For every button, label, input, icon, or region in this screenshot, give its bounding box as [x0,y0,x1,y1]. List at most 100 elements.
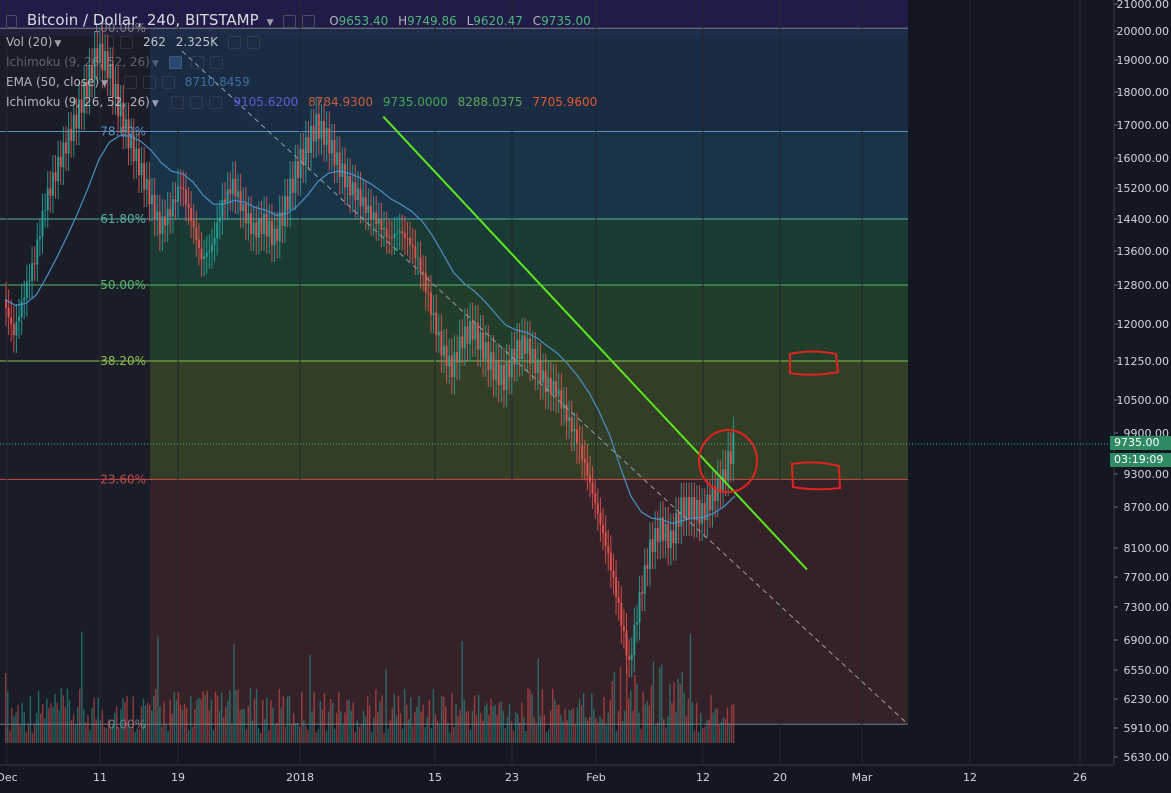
candle-body [297,161,299,179]
candle-body [403,232,406,238]
candle-body [362,196,365,206]
volume-bar [33,724,36,743]
volume-bar [556,705,558,743]
candle-body [67,128,70,154]
x-tick-label: Dec [0,771,18,784]
candle-body [682,497,685,519]
collapse-icon[interactable] [6,15,17,28]
candle-body [523,335,526,354]
volume-bar [27,724,30,743]
close-icon[interactable] [120,36,134,49]
ichimoku-hidden-label[interactable]: Ichimoku (9, 26, 52, 26) [6,55,150,69]
eye-icon[interactable] [168,56,182,69]
close-icon[interactable] [208,96,222,109]
candle-body [385,228,388,238]
volume-bar [327,711,330,743]
volume-bar [537,658,539,743]
annotation-box-upper [789,350,840,376]
close-icon[interactable] [302,15,316,28]
candle-body [685,497,688,519]
volume-bar [465,711,468,743]
fib-diagonal-dashed [181,50,909,725]
chevron-down-icon[interactable]: ▼ [151,59,159,69]
ichimoku-span-b-value: 7705.9600 [532,95,598,109]
chevron-down-icon[interactable]: ▼ [54,39,62,49]
candle-body [85,82,88,97]
settings-icon[interactable] [189,96,203,109]
candle-body [104,51,107,71]
volume-bar [144,705,147,743]
candle-body [338,152,341,177]
volume-bar [181,709,184,743]
indicator-ichimoku-hidden[interactable]: Ichimoku (9, 26, 52, 26) ▼ [6,55,229,69]
close-icon[interactable] [161,76,175,89]
candle-body [424,272,427,293]
volume-bar [599,716,601,743]
fib-level-label: 100.00% [93,21,146,35]
volume-bar [677,678,679,743]
candle-body [656,528,659,542]
chevron-down-icon[interactable]: ▼ [101,79,109,89]
candle-body [349,175,352,196]
chevron-down-icon[interactable]: ▼ [266,18,274,28]
settings-icon[interactable] [142,76,156,89]
candle-body [476,322,479,350]
volume-bar [111,724,114,743]
candle-body [200,248,203,260]
settings-icon[interactable] [191,56,205,69]
symbol-title[interactable]: Bitcoin / Dollar, 240, BITSTAMP [26,11,259,29]
volume-bar [393,694,396,743]
volume-bar [237,689,239,743]
volume-bar [346,700,348,743]
candle-body [398,230,401,233]
ichimoku-conversion-value: 9105.6200 [233,95,299,109]
eye-icon[interactable] [170,96,184,109]
vol-label[interactable]: Vol (20) [6,35,53,49]
candle-body [169,209,172,217]
volume-bar [124,701,126,743]
close-icon[interactable] [210,56,224,69]
indicator-ema[interactable]: EMA (50, close) ▼ 8710.8459 [6,75,256,89]
chevron-down-icon[interactable]: ▼ [151,99,159,109]
candle-body [703,503,706,521]
volume-bar [202,691,204,743]
eye-icon[interactable] [123,76,137,89]
candle-body [221,199,224,218]
close-icon[interactable] [246,36,260,49]
volume-bar [702,727,704,743]
candle-body [255,222,258,238]
volume-bar [303,720,305,743]
volume-bar [212,729,215,743]
indicator-vol[interactable]: Vol (20) ▼ 262 2.325K [6,35,266,49]
volume-bar [257,728,260,743]
indicator-ichimoku[interactable]: Ichimoku (9, 26, 52, 26) ▼ 9105.6200 8784… [6,95,603,109]
ema-label[interactable]: EMA (50, close) [6,75,100,89]
candle-body [724,469,727,482]
candle-body [273,228,276,246]
volume-bar [494,704,496,743]
volume-bar [434,713,437,743]
volume-bar [673,682,675,743]
candle-body [508,361,511,378]
ichimoku-label[interactable]: Ichimoku (9, 26, 52, 26) [6,95,150,109]
volume-bar [272,707,274,743]
y-tick-label: 7700.00 [1124,571,1170,584]
eye-icon[interactable] [227,36,241,49]
candle-body [466,326,469,344]
candle-body [570,417,573,432]
candle-body [667,523,670,548]
volume-bar [617,711,620,743]
ema-value: 8710.8459 [184,75,250,89]
candle-body [557,389,560,396]
volume-bar [315,732,317,743]
settings-icon[interactable] [283,15,297,28]
candle-body [190,207,193,222]
volume-bar [282,696,285,743]
candle-body [265,213,268,237]
volume-bar [669,684,671,743]
symbol-header: Bitcoin / Dollar, 240, BITSTAMP ▼ O9653.4… [6,11,597,29]
settings-icon[interactable] [101,36,115,49]
volume-bar [648,705,651,743]
candle-body [268,221,271,237]
